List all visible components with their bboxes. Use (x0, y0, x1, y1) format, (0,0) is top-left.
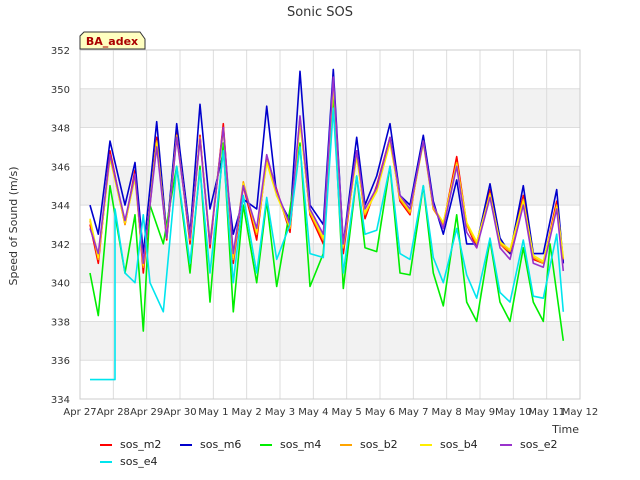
x-tick-label: May 2 (232, 407, 262, 418)
site-badge-label: BA_adex (86, 35, 138, 48)
y-axis-label: Speed of Sound (m/s) (7, 167, 20, 286)
legend-swatch (100, 460, 112, 463)
y-tick-label: 348 (51, 124, 70, 135)
legend-swatch (100, 443, 112, 446)
x-axis-label: Time (551, 423, 579, 436)
x-tick-label: May 5 (332, 407, 362, 418)
chart-title: Sonic SOS (287, 5, 353, 20)
plot-band (80, 50, 580, 89)
plot-band (80, 282, 580, 322)
legend-swatch (420, 443, 432, 446)
y-tick-label: 346 (51, 162, 70, 173)
plot-band (80, 360, 580, 399)
legend-item: sos_b2 (340, 438, 420, 451)
legend-swatch (500, 443, 512, 446)
legend: sos_m2 sos_m6 sos_m4 sos_b2 sos_b4 sos_e… (100, 436, 600, 470)
legend-row: sos_m2 sos_m6 sos_m4 sos_b2 sos_b4 sos_e… (100, 436, 600, 453)
x-tick-label: Apr 28 (97, 407, 130, 418)
x-tick-label: Apr 30 (163, 407, 196, 418)
x-tick-label: Apr 27 (63, 407, 96, 418)
x-tick-label: May 9 (465, 407, 495, 418)
x-tick-label: May 1 (198, 407, 228, 418)
plot-border (79, 49, 581, 400)
legend-item: sos_m6 (180, 438, 260, 451)
legend-swatch (180, 443, 192, 446)
y-tick-label: 334 (51, 395, 70, 406)
legend-label: sos_m4 (280, 438, 322, 451)
legend-label: sos_b4 (440, 438, 478, 451)
y-tick-label: 342 (51, 240, 70, 251)
y-tick-label: 338 (51, 317, 70, 328)
y-tick-label: 336 (51, 356, 70, 367)
legend-label: sos_e2 (520, 438, 558, 451)
series-line-sos_e2 (89, 76, 565, 272)
y-tick-label: 340 (51, 279, 70, 290)
x-tick-label: Apr 29 (130, 407, 163, 418)
x-tick-label: May 6 (365, 407, 395, 418)
legend-item: sos_e4 (100, 455, 180, 468)
legend-label: sos_b2 (360, 438, 398, 451)
legend-label: sos_m6 (200, 438, 242, 451)
site-badge: BA_adex (79, 31, 146, 50)
series-line-sos_e4 (90, 107, 565, 381)
y-tick-label: 352 (51, 46, 70, 57)
x-tick-label: May 10 (495, 407, 532, 418)
legend-item: sos_e2 (500, 438, 580, 451)
x-tick-label: May 3 (265, 407, 295, 418)
y-tick-label: 344 (51, 201, 70, 212)
legend-item: sos_m4 (260, 438, 340, 451)
legend-label: sos_e4 (120, 455, 158, 468)
plot-band (80, 321, 580, 361)
series-layer (89, 68, 565, 381)
x-tick-label: May 7 (398, 407, 428, 418)
x-tick-label: May 4 (298, 407, 328, 418)
legend-item: sos_b4 (420, 438, 500, 451)
legend-row: sos_e4 (100, 453, 600, 470)
legend-swatch (340, 443, 352, 446)
y-tick-labels: 334 336 338 340 342 344 346 348 350 352 (51, 46, 70, 406)
plot-bands (80, 50, 580, 399)
y-tick-label: 350 (51, 85, 70, 96)
legend-label: sos_m2 (120, 438, 162, 451)
x-tick-label: May 12 (562, 407, 599, 418)
x-tick-label: May 8 (432, 407, 462, 418)
plot-band (80, 166, 580, 206)
legend-swatch (260, 443, 272, 446)
plot-band (80, 205, 580, 244)
legend-item: sos_m2 (100, 438, 180, 451)
x-tick-label: May 11 (528, 407, 565, 418)
